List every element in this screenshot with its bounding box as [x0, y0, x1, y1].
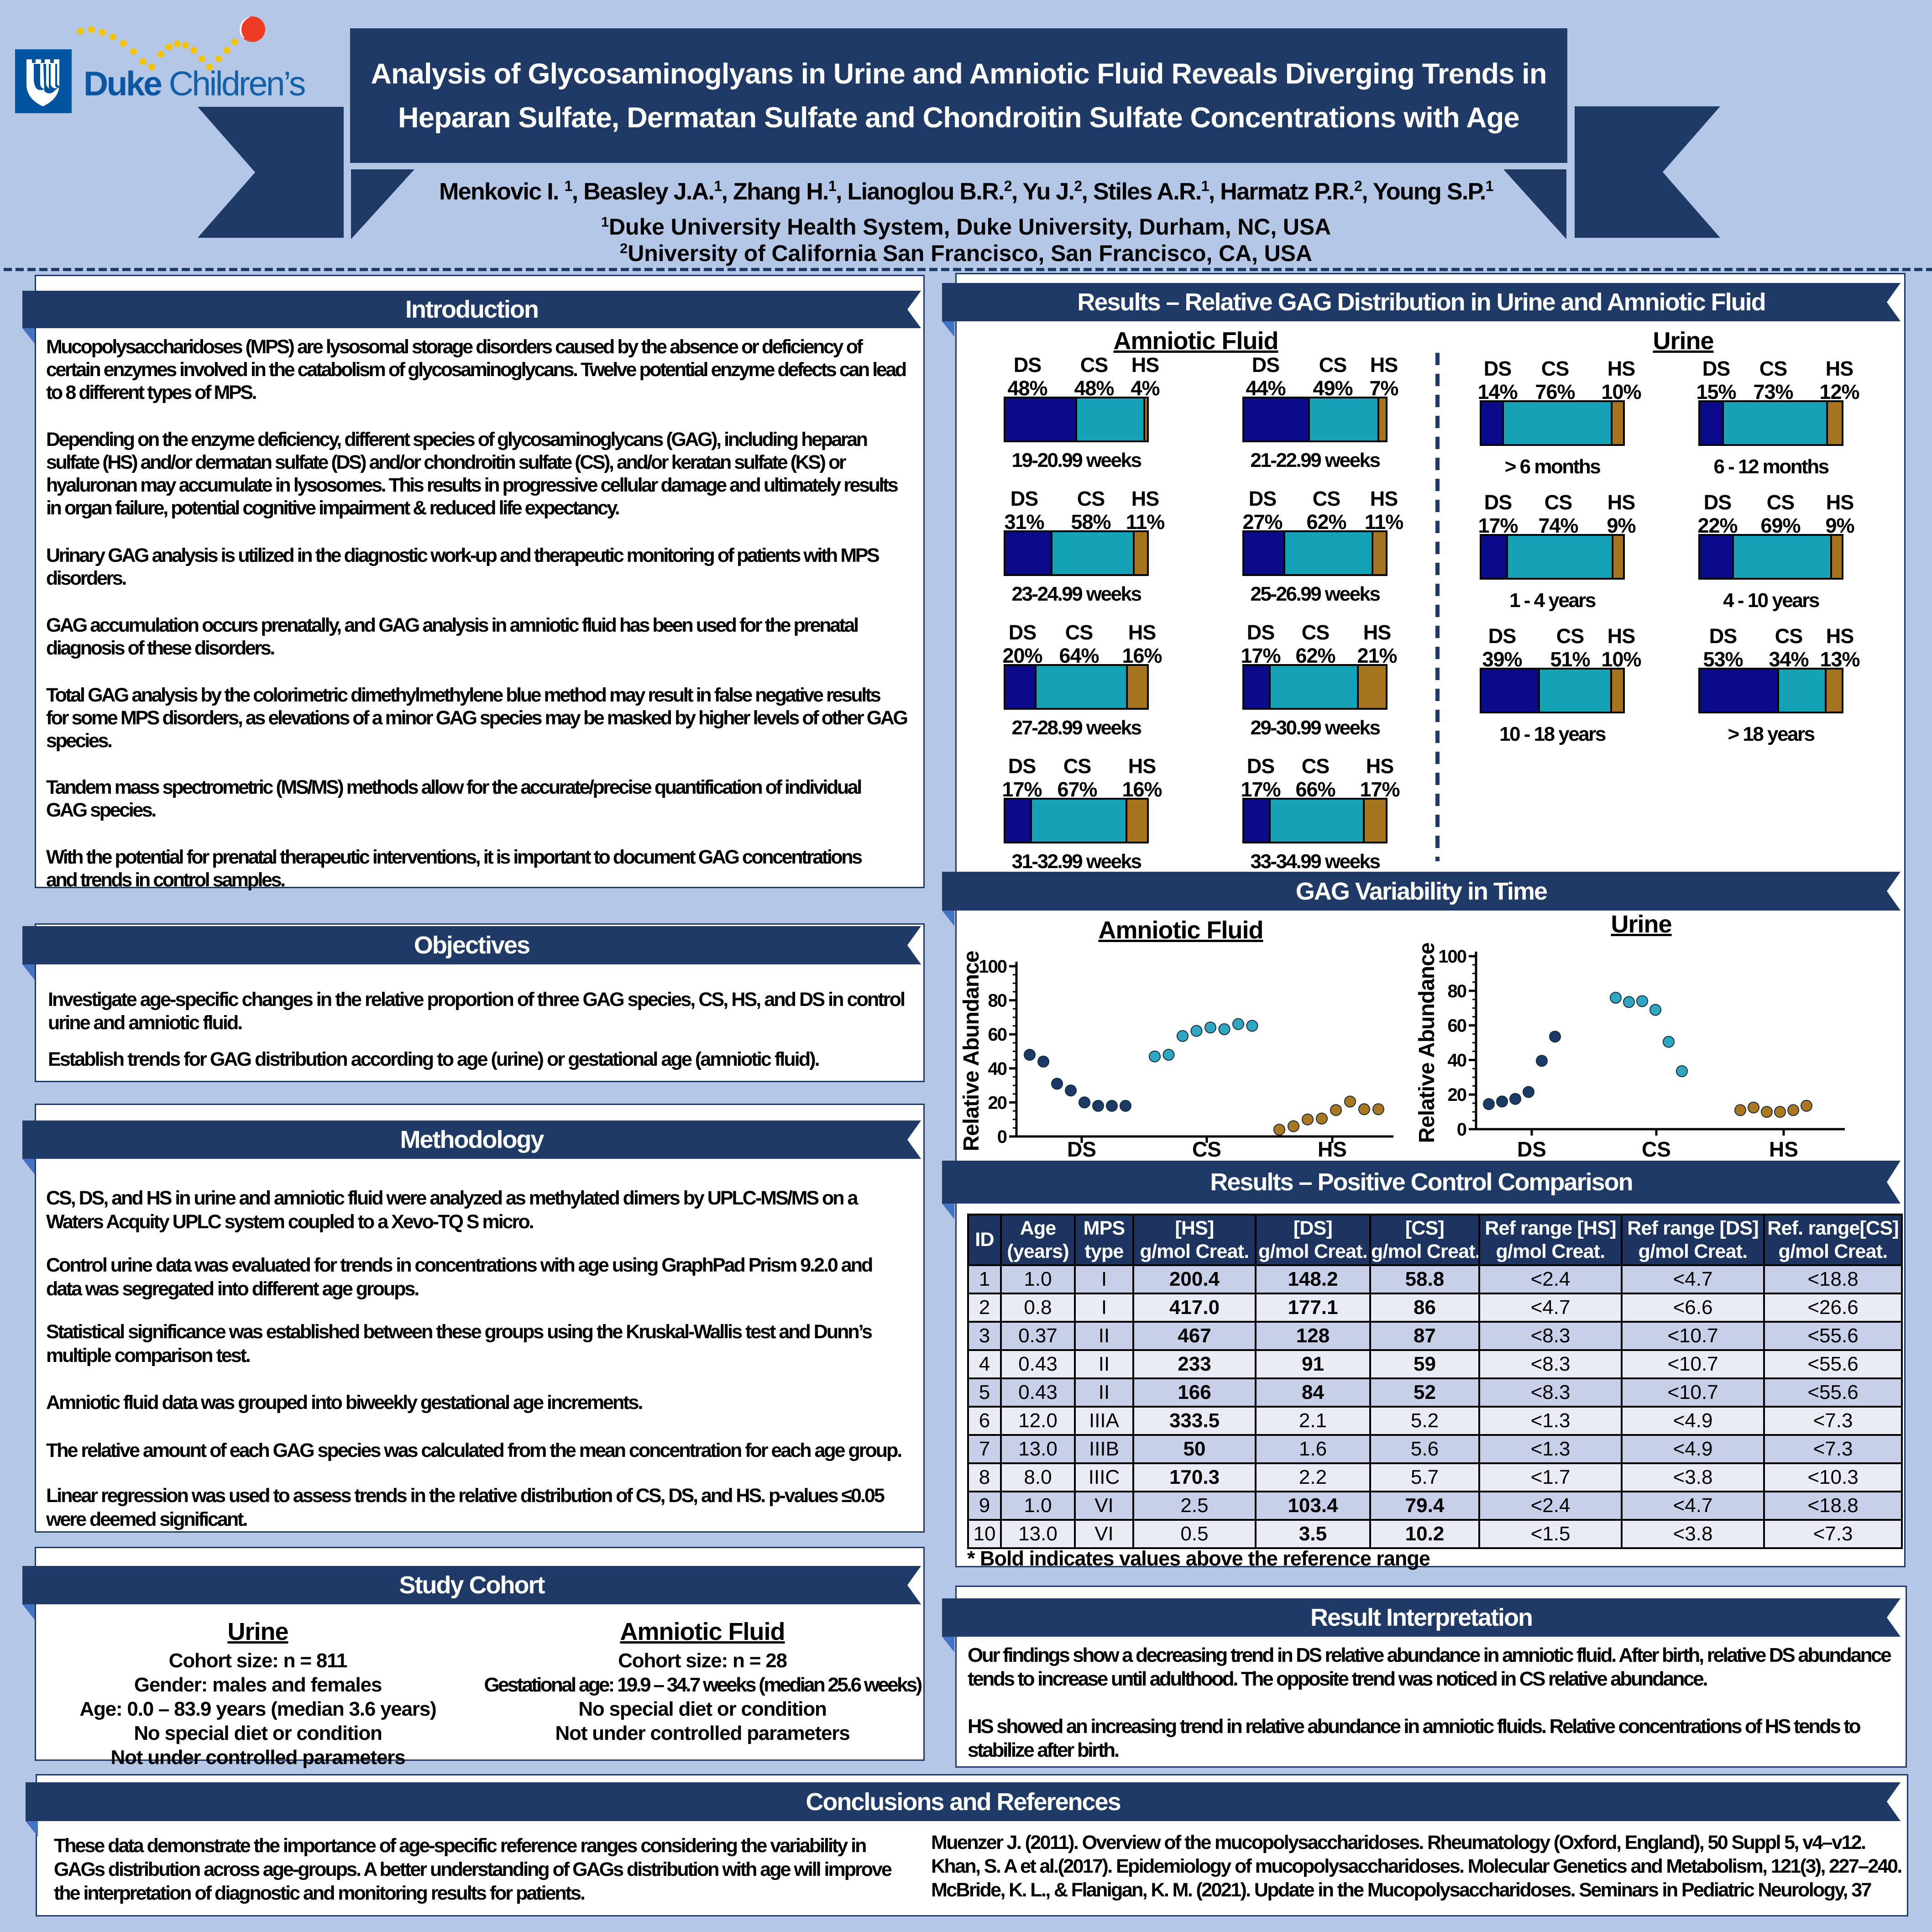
svg-text:DS: DS [1517, 1137, 1546, 1161]
svg-text:Relative Abundance: Relative Abundance [959, 951, 984, 1151]
svg-text:40: 40 [988, 1059, 1007, 1079]
svg-text:40: 40 [1448, 1050, 1466, 1070]
svg-text:20: 20 [1448, 1085, 1466, 1105]
svg-text:80: 80 [988, 991, 1007, 1011]
svg-text:60: 60 [988, 1025, 1007, 1045]
svg-text:60: 60 [1448, 1016, 1466, 1036]
svg-text:100: 100 [979, 957, 1006, 977]
svg-text:80: 80 [1448, 981, 1466, 1001]
svg-text:HS: HS [1769, 1137, 1798, 1161]
svg-text:20: 20 [988, 1093, 1007, 1113]
svg-text:0: 0 [997, 1127, 1007, 1147]
svg-text:CS: CS [1642, 1137, 1671, 1161]
svg-text:0: 0 [1457, 1120, 1466, 1140]
svg-text:Relative Abundance: Relative Abundance [1417, 942, 1439, 1143]
svg-text:HS: HS [1318, 1137, 1347, 1161]
svg-text:DS: DS [1067, 1137, 1096, 1161]
svg-text:100: 100 [1438, 947, 1466, 967]
svg-text:CS: CS [1192, 1137, 1221, 1161]
